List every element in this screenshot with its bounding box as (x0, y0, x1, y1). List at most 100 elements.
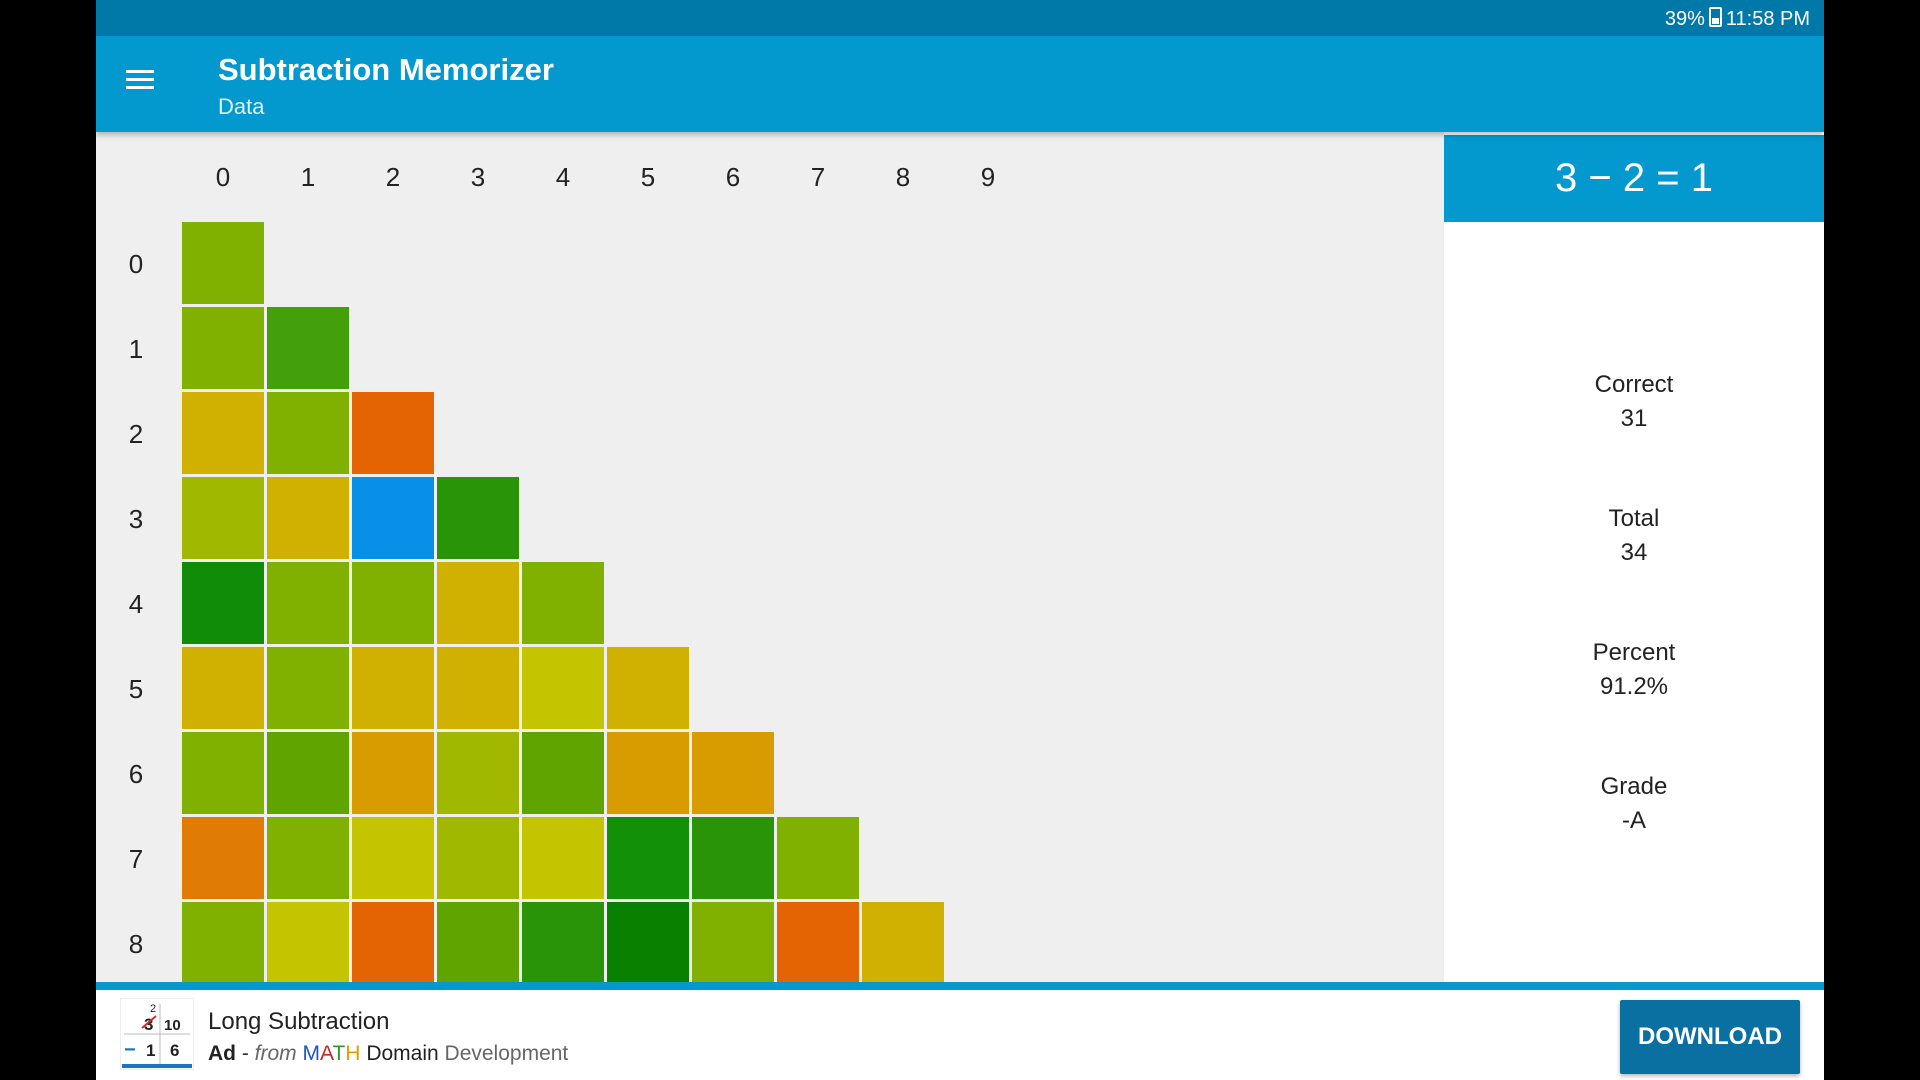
ad-domain: Domain (366, 1042, 439, 1065)
equation-display: 3 − 2 = 1 (1444, 135, 1824, 222)
side-panel: 3 − 2 = 1 Correct 31 Total 34 Percent 91… (1444, 132, 1824, 982)
grid-cell[interactable] (352, 902, 434, 982)
grid-cell[interactable] (352, 562, 434, 644)
grid-cell[interactable] (267, 647, 349, 729)
ad-title[interactable]: Long Subtraction (208, 1008, 390, 1035)
grid-cell[interactable] (437, 562, 519, 644)
row-label: 1 (128, 334, 144, 364)
menu-icon[interactable] (122, 70, 158, 100)
grid-cell[interactable] (522, 902, 604, 982)
column-label: 9 (980, 162, 996, 192)
column-label: 3 (470, 162, 486, 192)
row-label: 5 (128, 674, 144, 704)
grid-cell[interactable] (267, 817, 349, 899)
grid-cell[interactable] (182, 307, 264, 389)
grid-cell[interactable] (267, 902, 349, 982)
long-subtraction-app-icon: 2 3 10 − 1 6 (120, 998, 194, 1070)
ad-from: from (254, 1042, 297, 1065)
svg-text:2: 2 (150, 1003, 156, 1015)
grid-cell[interactable] (182, 902, 264, 982)
stat-total: Total 34 (1444, 502, 1824, 570)
app-screen: 39% 11:58 PM Subtraction Memorizer Data 0… (96, 0, 1824, 1080)
grid-cell[interactable] (267, 732, 349, 814)
grid-cell[interactable] (522, 647, 604, 729)
svg-text:−: − (124, 1039, 136, 1061)
grid-cell[interactable] (437, 477, 519, 559)
grid-cell[interactable] (522, 817, 604, 899)
grid-cell[interactable] (182, 392, 264, 474)
svg-text:6: 6 (170, 1041, 179, 1060)
svg-text:1: 1 (146, 1041, 155, 1060)
column-label: 1 (300, 162, 316, 192)
grid-cell[interactable] (437, 647, 519, 729)
column-label: 7 (810, 162, 826, 192)
grid-cell[interactable] (692, 732, 774, 814)
column-label: 0 (215, 162, 231, 192)
grid-cell[interactable] (607, 647, 689, 729)
row-label: 3 (128, 504, 144, 534)
grid-cell[interactable] (182, 817, 264, 899)
grid-cell[interactable] (182, 477, 264, 559)
grid-cell[interactable] (182, 732, 264, 814)
column-label: 6 (725, 162, 741, 192)
grid-cell[interactable] (182, 647, 264, 729)
stat-value: 34 (1620, 539, 1648, 566)
row-label: 2 (128, 419, 144, 449)
app-bar: Subtraction Memorizer Data (96, 36, 1824, 132)
grid-cell[interactable] (267, 392, 349, 474)
stat-correct: Correct 31 (1444, 368, 1824, 436)
grid-cell[interactable] (352, 647, 434, 729)
row-label: 8 (128, 929, 144, 959)
grid-cell[interactable] (352, 477, 434, 559)
status-text: 39% 11:58 PM (1665, 7, 1810, 31)
grid-cell[interactable] (352, 817, 434, 899)
status-bar: 39% 11:58 PM (96, 0, 1824, 36)
grid-cell[interactable] (267, 307, 349, 389)
row-label: 7 (128, 844, 144, 874)
grid-cell[interactable] (437, 817, 519, 899)
row-label: 4 (128, 589, 144, 619)
grid-cell[interactable] (777, 817, 859, 899)
stat-grade: Grade -A (1444, 770, 1824, 838)
stat-label: Percent (1592, 639, 1676, 666)
svg-text:10: 10 (164, 1017, 181, 1034)
row-label: 0 (128, 249, 144, 279)
grid-cell[interactable] (522, 562, 604, 644)
download-button[interactable]: DOWNLOAD (1620, 1000, 1800, 1074)
grid-cell[interactable] (777, 902, 859, 982)
subtraction-grid: 0 1 2 3 4 5 6 7 8 9 0 1 2 3 4 5 6 7 8 (96, 132, 1444, 982)
stat-percent: Percent 91.2% (1444, 636, 1824, 704)
grid-cell[interactable] (267, 477, 349, 559)
grid-cell[interactable] (182, 562, 264, 644)
app-title: Subtraction Memorizer (218, 52, 554, 87)
ad-label: Ad (208, 1042, 236, 1065)
stat-value: -A (1622, 807, 1646, 834)
grid-cell[interactable] (267, 562, 349, 644)
ad-brand: MATH (302, 1042, 361, 1065)
grid-cell[interactable] (607, 817, 689, 899)
column-label: 8 (895, 162, 911, 192)
grid-cell[interactable] (692, 817, 774, 899)
app-subtitle: Data (218, 94, 265, 119)
battery-percent: 39% (1664, 8, 1705, 30)
grid-cell[interactable] (607, 732, 689, 814)
grid-cell[interactable] (182, 222, 264, 304)
grid-cell[interactable] (437, 732, 519, 814)
grid-cell[interactable] (437, 902, 519, 982)
stat-value: 91.2% (1599, 673, 1669, 700)
grid-cell[interactable] (352, 392, 434, 474)
row-label: 6 (128, 759, 144, 789)
stat-label: Total (1608, 505, 1660, 532)
svg-text:3: 3 (144, 1015, 153, 1034)
ad-attribution: Ad - from MATH Domain Development (208, 1042, 568, 1066)
ad-banner[interactable]: 2 3 10 − 1 6 Long Subtraction Ad - from … (96, 982, 1824, 1080)
column-label: 4 (555, 162, 571, 192)
column-label: 2 (385, 162, 401, 192)
grid-cell[interactable] (692, 902, 774, 982)
grid-cell[interactable] (352, 732, 434, 814)
stat-value: 31 (1620, 405, 1648, 432)
battery-icon (1708, 7, 1722, 27)
grid-cell[interactable] (607, 902, 689, 982)
grid-cell[interactable] (862, 902, 944, 982)
grid-cell[interactable] (522, 732, 604, 814)
